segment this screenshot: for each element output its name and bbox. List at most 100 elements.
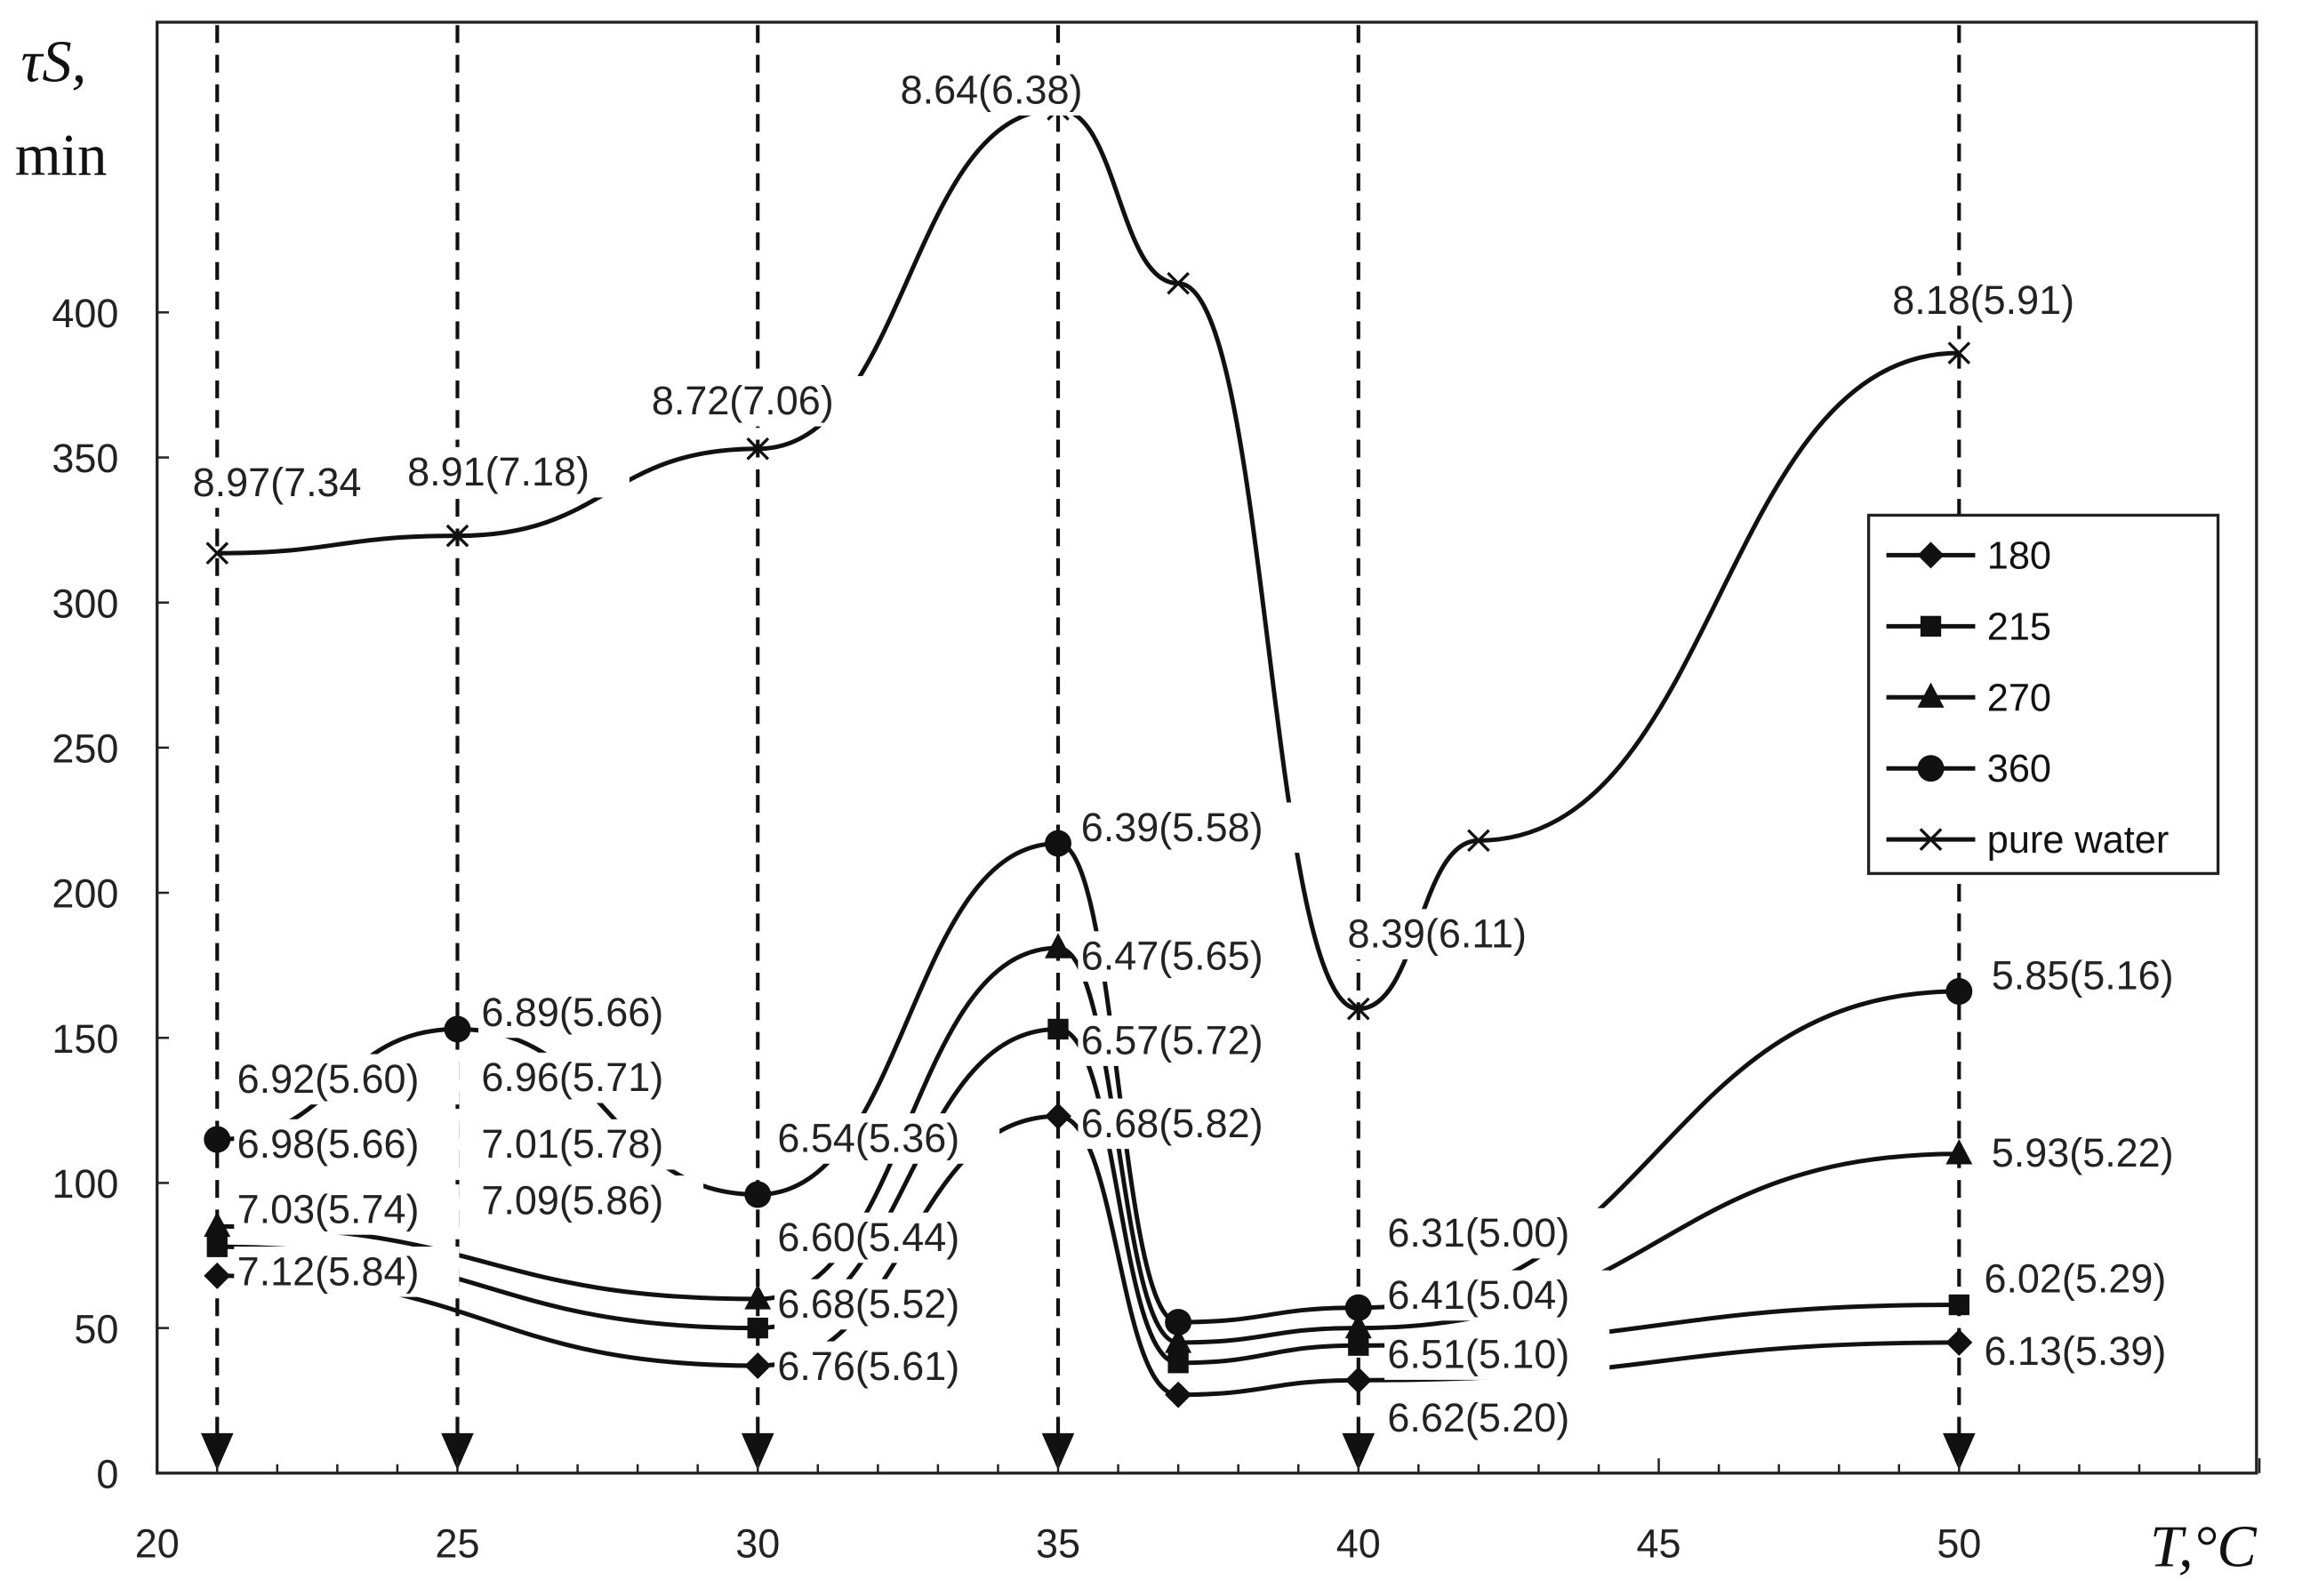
- annotation-background: [1988, 1127, 2214, 1179]
- data-point: [744, 1352, 772, 1380]
- annotation-background: [1078, 931, 1303, 982]
- legend-label: pure water: [1987, 819, 2170, 862]
- data-point: [444, 1015, 471, 1043]
- legend-marker-x: [1919, 828, 1943, 851]
- annotation-background: [1384, 1270, 1610, 1321]
- annotation-background: [478, 987, 704, 1039]
- data-point: [1346, 997, 1370, 1021]
- annotation-background: [774, 1341, 1000, 1392]
- annotation-background: [774, 1279, 1000, 1330]
- data-point: [1045, 830, 1072, 857]
- data-point: [1047, 1018, 1069, 1040]
- data-annotation: 6.51(5.10): [1387, 1332, 1569, 1377]
- data-point: [1344, 1312, 1372, 1339]
- annotation-background: [1078, 802, 1303, 854]
- annotation-background: [1344, 909, 1570, 959]
- data-point: [1165, 1327, 1192, 1353]
- data-point: [744, 1284, 772, 1310]
- data-annotation: 7.03(5.74): [237, 1186, 420, 1231]
- x-tick-label: 35: [1036, 1521, 1080, 1567]
- data-point: [1045, 933, 1072, 958]
- annotation-background: [897, 65, 1123, 116]
- arrow-down-icon: [1342, 1432, 1376, 1471]
- data-point: [1167, 1352, 1189, 1374]
- data-point: [1344, 1367, 1372, 1394]
- data-point: [205, 541, 229, 565]
- series-line: [217, 107, 1960, 1012]
- annotation-background: [1981, 1254, 2207, 1304]
- y-tick-label: 50: [74, 1306, 118, 1351]
- x-tick-label: 45: [1637, 1521, 1681, 1567]
- annotation-background: [1889, 275, 2114, 326]
- data-annotation: 7.12(5.84): [237, 1248, 420, 1294]
- data-annotation: 8.64(6.38): [901, 68, 1083, 113]
- data-point: [1467, 829, 1490, 853]
- annotation-background: [234, 1184, 460, 1235]
- arrow-down-icon: [1943, 1432, 1976, 1471]
- legend-marker-circle: [1917, 755, 1945, 782]
- x-tick-label: 30: [735, 1521, 780, 1567]
- data-annotation: 6.31(5.00): [1387, 1210, 1569, 1255]
- data-annotation: 6.62(5.20): [1387, 1395, 1569, 1440]
- annotation-background: [648, 375, 874, 427]
- data-annotation: 6.98(5.66): [237, 1121, 420, 1167]
- series-215: [206, 1018, 1969, 1374]
- annotation-background: [1078, 1015, 1303, 1066]
- data-annotation: 6.41(5.04): [1387, 1272, 1569, 1318]
- legend-label: 215: [1987, 606, 2051, 648]
- data-annotation: 7.01(5.78): [481, 1121, 663, 1167]
- y-tick-label: 150: [52, 1016, 118, 1062]
- data-point: [445, 524, 469, 548]
- annotation-background: [234, 1247, 460, 1297]
- data-annotation: 5.93(5.22): [1992, 1130, 2174, 1175]
- data-point: [1045, 1103, 1072, 1130]
- legend-label: 180: [1987, 534, 2051, 577]
- arrow-down-icon: [441, 1432, 474, 1471]
- y-tick-label: 200: [52, 871, 118, 917]
- data-point: [1948, 1294, 1969, 1316]
- data-annotation: 6.54(5.36): [777, 1115, 959, 1160]
- annotation-background: [404, 446, 630, 498]
- data-annotation: 6.57(5.72): [1081, 1018, 1263, 1063]
- series-pure-water: [205, 98, 1971, 1021]
- data-annotation: 5.85(5.16): [1992, 952, 2174, 998]
- x-axis-label: T,°C: [2150, 1515, 2258, 1580]
- legend-marker-triangle: [1917, 682, 1945, 708]
- annotation-background: [774, 1113, 1000, 1164]
- data-point: [204, 1262, 231, 1289]
- annotation-background: [1384, 1207, 1610, 1259]
- data-annotation: 8.72(7.06): [652, 378, 834, 423]
- data-annotation: 6.47(5.65): [1081, 934, 1263, 979]
- legend-marker-diamond: [1917, 541, 1945, 569]
- data-point: [1165, 1309, 1192, 1336]
- data-annotation: 6.13(5.39): [1984, 1328, 2166, 1374]
- annotation-background: [1384, 1392, 1610, 1444]
- y-tick-label: 0: [96, 1451, 118, 1496]
- annotation-background: [478, 1175, 704, 1226]
- annotation-background: [234, 1054, 460, 1105]
- y-tick-label: 250: [52, 726, 118, 772]
- data-point: [1344, 1294, 1372, 1321]
- data-point: [1945, 1139, 1973, 1165]
- x-tick-label: 40: [1336, 1521, 1381, 1567]
- data-annotation: 6.68(5.52): [777, 1281, 959, 1327]
- y-tick-label: 300: [52, 581, 118, 626]
- annotation-background: [1078, 1098, 1303, 1150]
- arrow-down-icon: [741, 1432, 774, 1471]
- data-point: [1167, 271, 1190, 295]
- annotation-background: [1384, 1329, 1610, 1380]
- annotation-background: [1988, 950, 2214, 1001]
- legend-label: 270: [1987, 677, 2051, 719]
- data-annotation: 8.18(5.91): [1892, 277, 2074, 323]
- data-annotation: 6.60(5.44): [777, 1215, 959, 1260]
- x-tick-label: 20: [135, 1521, 180, 1567]
- data-annotation: 6.68(5.82): [1081, 1101, 1263, 1146]
- legend: 180 215 270 360 pure water: [1866, 513, 2220, 876]
- annotation-background: [774, 1212, 1000, 1263]
- y-tick-label: 350: [52, 436, 118, 481]
- annotation-background: [234, 1119, 460, 1170]
- legend-label: 360: [1987, 748, 2051, 790]
- data-annotation: 8.91(7.18): [407, 449, 590, 494]
- data-point: [204, 1126, 231, 1153]
